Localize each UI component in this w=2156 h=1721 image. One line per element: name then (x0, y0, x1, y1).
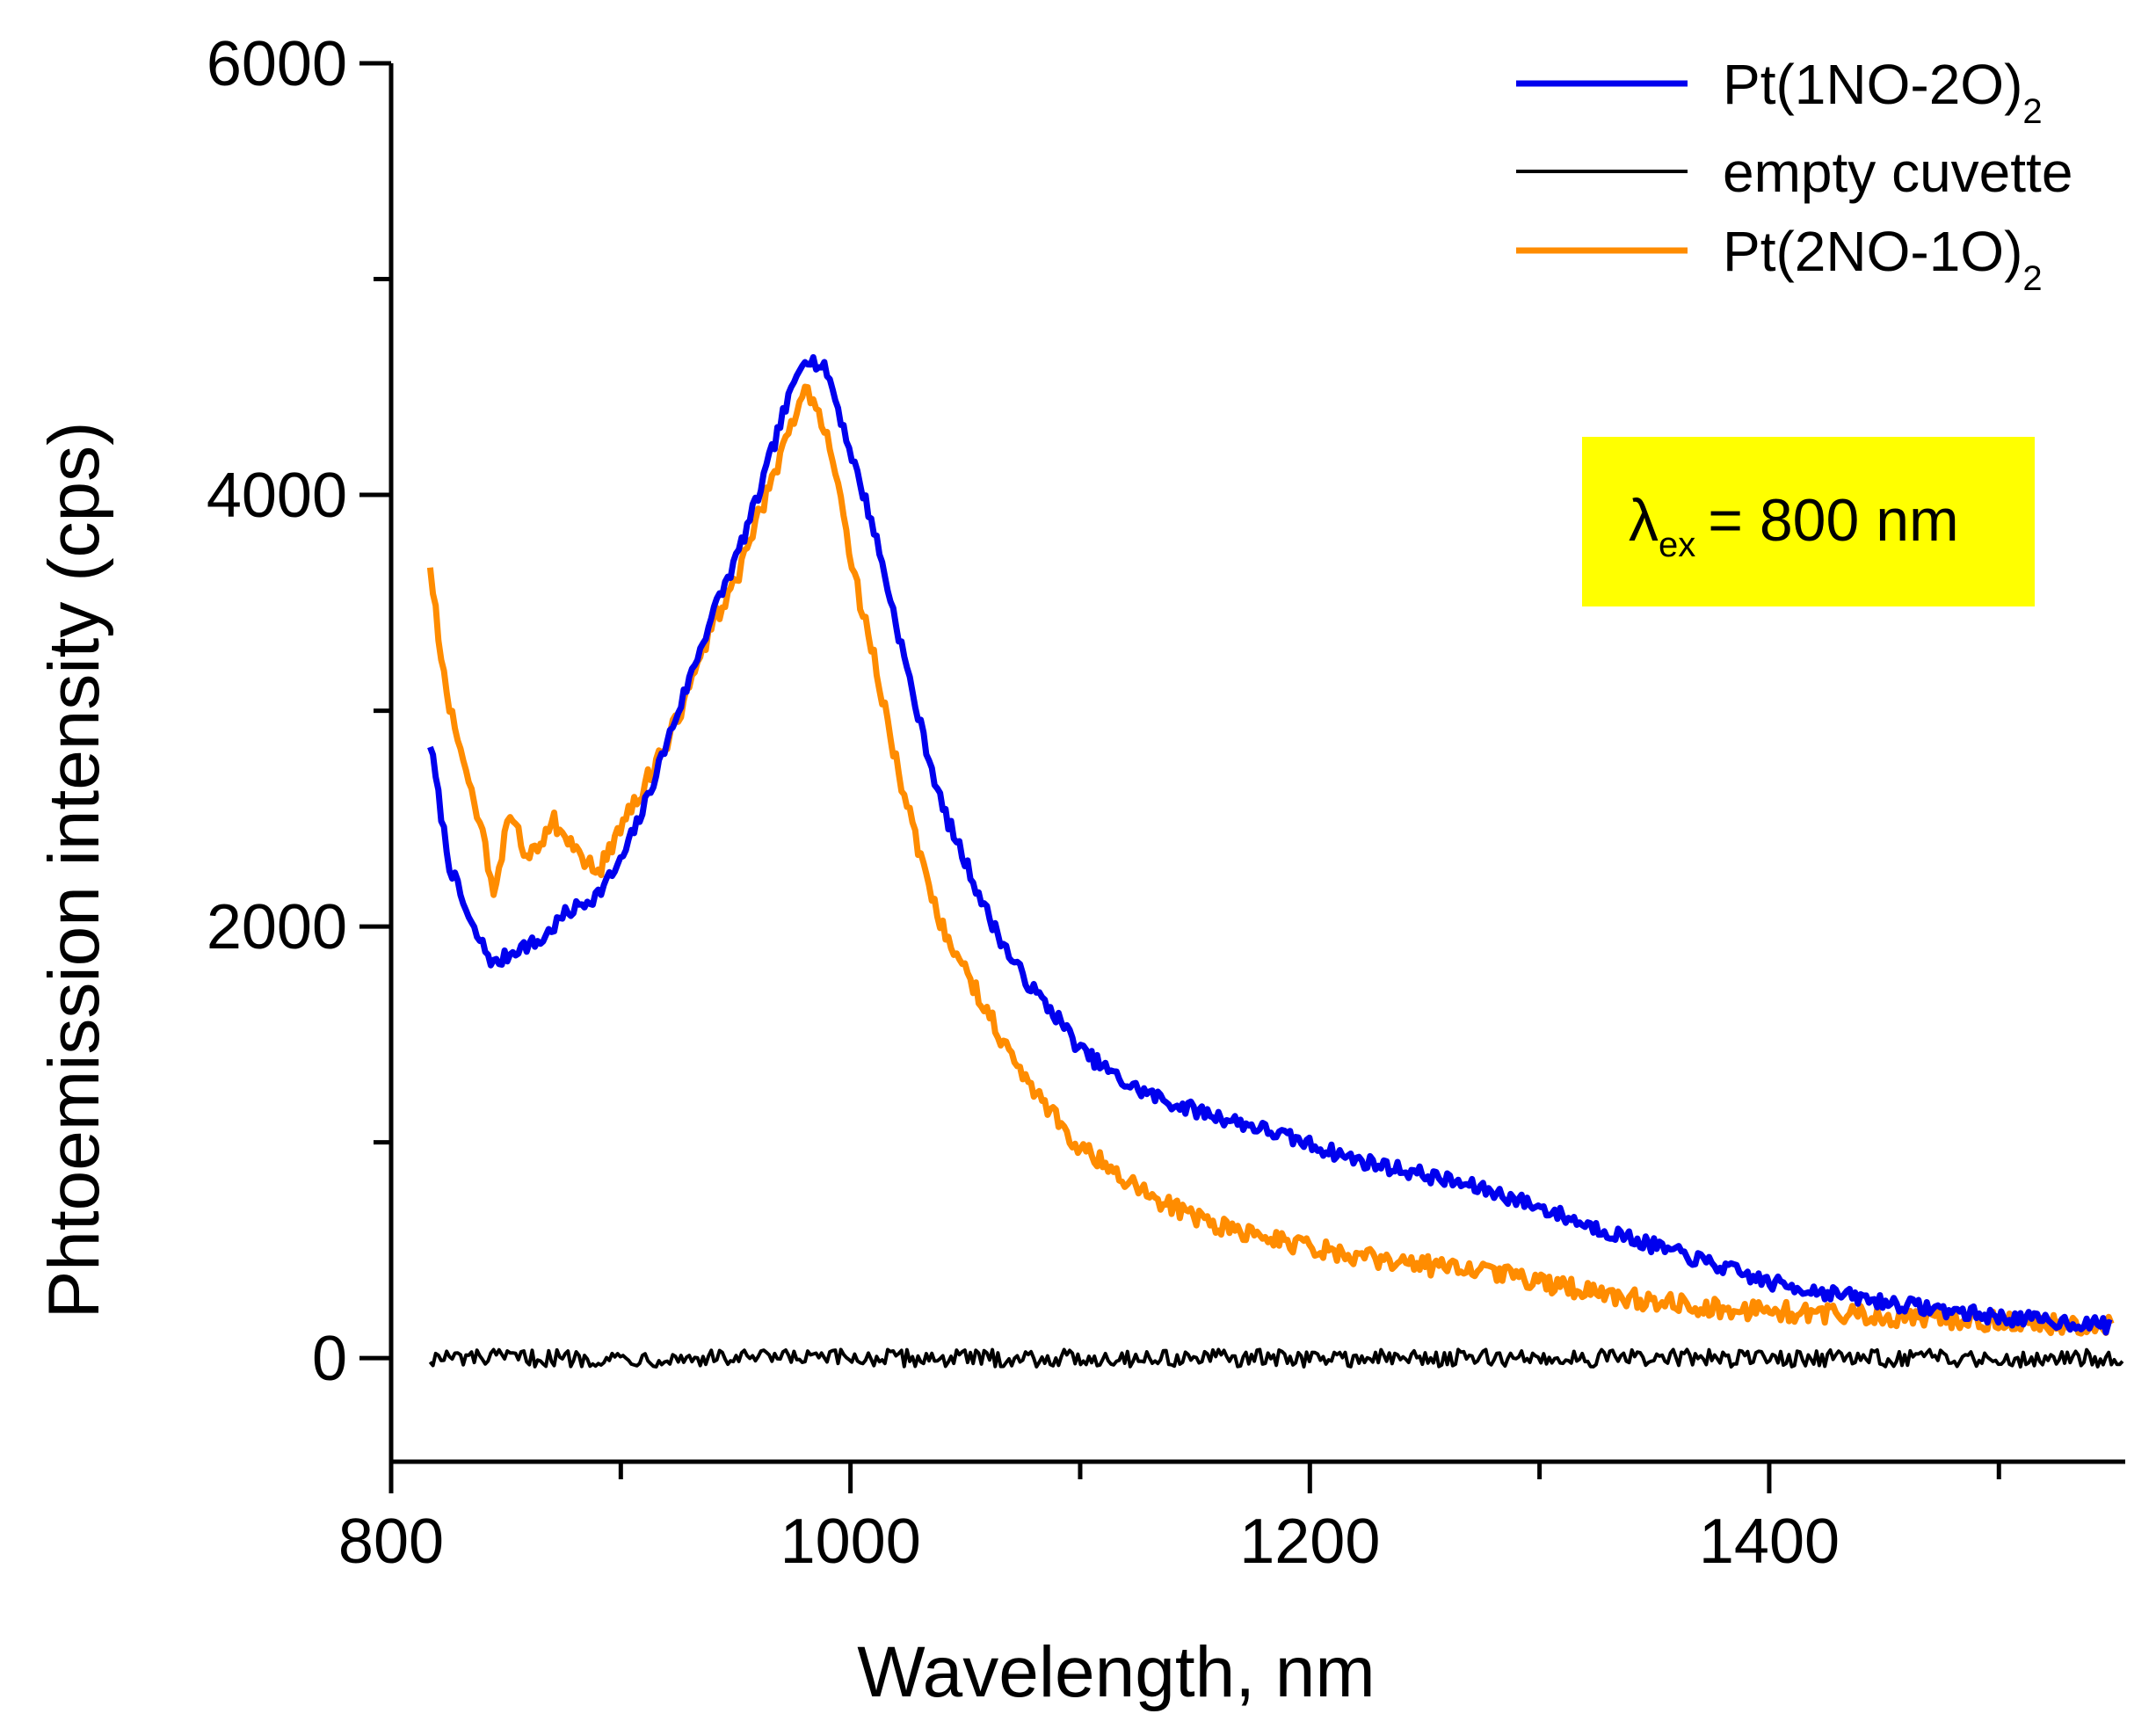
legend-label-empty-cuvette: empty cuvette (1723, 141, 2073, 204)
series-layer (426, 353, 2124, 1369)
y-ticks: 0 2000 4000 6000 (207, 29, 391, 1394)
y-tick-label-4000: 4000 (207, 461, 347, 531)
x-axis-title: Wavelength, nm (857, 1632, 1375, 1712)
legend-label-pt-1no-2o: Pt(1NO-2O)2 (1723, 53, 2043, 131)
y-tick-label-0: 0 (312, 1324, 347, 1394)
x-tick-label-800: 800 (338, 1507, 444, 1577)
y-tick-label-2000: 2000 (207, 892, 347, 962)
series-line-empty-cuvette (428, 1347, 2124, 1369)
legend-label-pt-1no-2o-main: Pt(1NO-2O) (1723, 53, 2022, 116)
x-ticks: 800 1000 1200 1400 (338, 1462, 2001, 1577)
legend-label-pt-2no-1o-main: Pt(2NO-1O) (1723, 220, 2022, 283)
legend-label-pt-2no-1o: Pt(2NO-1O)2 (1723, 220, 2043, 298)
annotation-subscript: ex (1659, 526, 1695, 564)
y-tick-label-6000: 6000 (207, 29, 347, 99)
legend-label-pt-1no-2o-sub: 2 (2022, 92, 2042, 131)
annotation-label: λex = 800 nm (1629, 487, 1959, 564)
annotation-background (1582, 437, 2035, 606)
x-tick-label-1200: 1200 (1239, 1507, 1380, 1577)
annotation-value: = 800 nm (1708, 487, 1958, 554)
y-axis-title: Phtoemission intensity (cps) (34, 422, 114, 1319)
annotation-symbol: λ (1629, 487, 1659, 554)
axes: 0 2000 4000 6000 800 1000 1200 1400 (207, 29, 2125, 1577)
legend: Pt(1NO-2O)2 empty cuvette Pt(2NO-1O)2 (1516, 53, 2073, 298)
x-tick-label-1400: 1400 (1699, 1507, 1840, 1577)
series-line-pt-1no-2o (427, 353, 2113, 1336)
excitation-annotation: λex = 800 nm (1582, 437, 2035, 606)
x-tick-label-1000: 1000 (780, 1507, 921, 1577)
legend-label-pt-2no-1o-sub: 2 (2022, 259, 2042, 298)
